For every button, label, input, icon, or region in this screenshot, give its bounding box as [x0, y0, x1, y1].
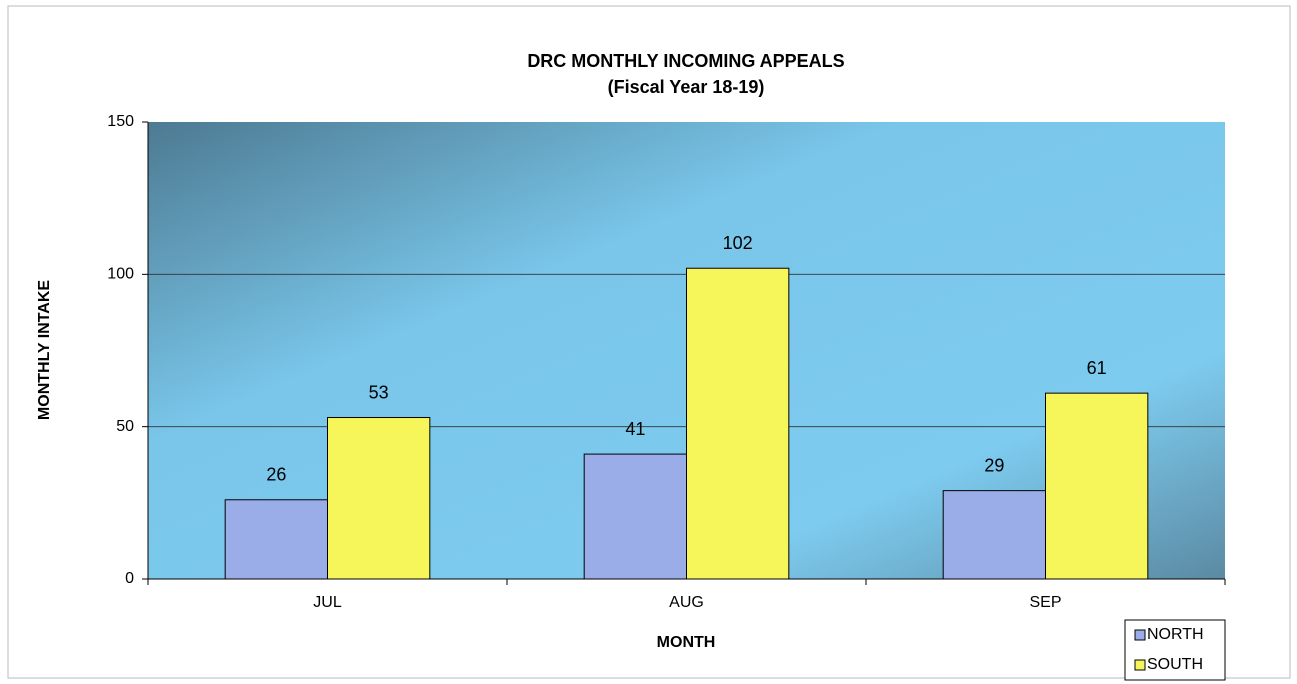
- bar: [583, 453, 687, 580]
- legend-swatch: [1134, 659, 1146, 671]
- value-label: 53: [369, 382, 389, 402]
- bar: [327, 417, 431, 580]
- legend-label: NORTH: [1147, 626, 1204, 643]
- chart-title: DRC MONTHLY INCOMING APPEALS: [527, 51, 844, 71]
- legend-label: SOUTH: [1147, 656, 1203, 673]
- value-label: 29: [984, 455, 1004, 475]
- x-tick-label: SEP: [1029, 594, 1061, 611]
- chart-subtitle: (Fiscal Year 18-19): [608, 77, 765, 97]
- y-axis-label: MONTHLY INTAKE: [36, 280, 53, 420]
- x-tick-label: JUL: [313, 594, 342, 611]
- x-axis-label: MONTH: [657, 634, 716, 651]
- bar: [1045, 392, 1149, 580]
- value-label: 102: [723, 233, 753, 253]
- value-label: 41: [625, 419, 645, 439]
- y-tick-label: 0: [125, 570, 134, 587]
- value-label: 26: [266, 465, 286, 485]
- bar: [686, 267, 790, 580]
- chart-border: [7, 5, 1291, 679]
- value-label: 61: [1087, 358, 1107, 378]
- x-tick-label: AUG: [669, 594, 704, 611]
- y-tick-label: 150: [107, 113, 134, 130]
- y-tick-label: 50: [116, 418, 134, 435]
- bar: [942, 490, 1046, 580]
- y-tick-label: 100: [107, 266, 134, 283]
- bar: [224, 499, 328, 580]
- legend-swatch: [1134, 629, 1146, 641]
